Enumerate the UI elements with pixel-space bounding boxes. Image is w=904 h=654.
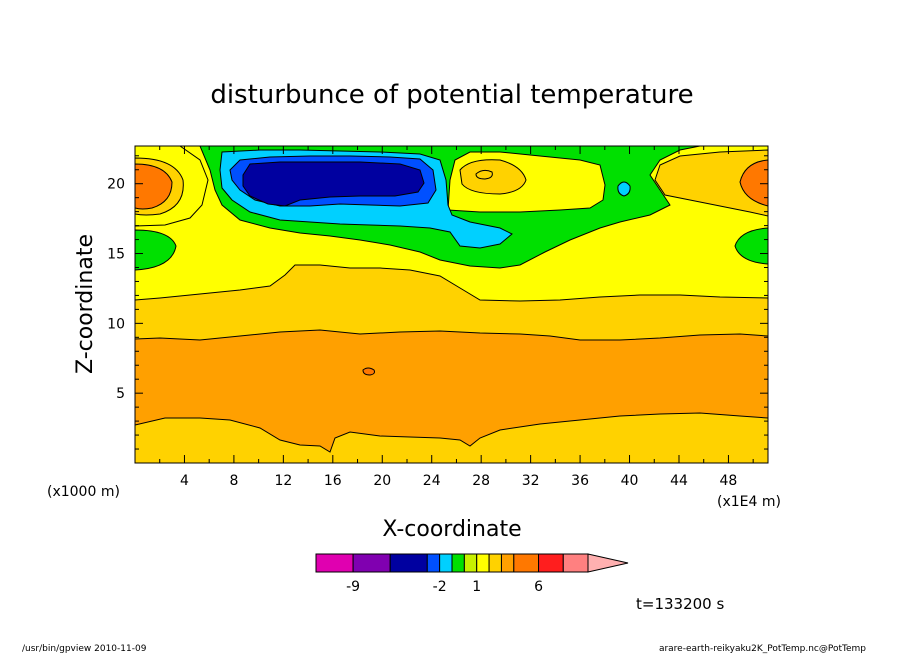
x-unit-left: (x1000 m) <box>47 484 120 500</box>
footer-right: arare-earth-reikyaku2K_PotTemp.nc@PotTem… <box>659 644 866 654</box>
x-unit-right: (x1E4 m) <box>717 494 781 510</box>
colorbar-swatch <box>439 553 453 573</box>
contour-ring-small <box>475 169 493 180</box>
footer-left: /usr/bin/gpview 2010-11-09 <box>22 644 147 654</box>
region-orange-left <box>135 163 173 210</box>
colorbar-swatch <box>476 553 490 573</box>
region-cyan-small <box>617 181 631 197</box>
colorbar-swatch <box>488 553 502 573</box>
colorbar-swatch <box>538 553 564 573</box>
x-tick-label: 16 <box>324 473 342 489</box>
x-tick-label: 12 <box>274 473 292 489</box>
y-tick-label: 15 <box>107 247 125 263</box>
colorbar-swatch <box>352 553 391 573</box>
colorbar-swatch <box>315 553 354 573</box>
x-tick-label: 20 <box>373 473 391 489</box>
band-orange <box>135 329 768 453</box>
colorbar-swatch <box>389 553 428 573</box>
colorbar-label: -9 <box>346 579 360 595</box>
region-navy <box>242 161 425 207</box>
x-tick-label: 48 <box>720 473 738 489</box>
colorbar: -9 -2 1 6 <box>315 553 629 595</box>
y-tick-label: 5 <box>116 386 125 402</box>
contour-blob-small <box>362 367 375 376</box>
colorbar-swatch <box>500 553 515 573</box>
x-tick-label: 4 <box>180 473 189 489</box>
colorbar-swatch <box>513 553 540 573</box>
x-axis-label: X-coordinate <box>382 517 521 542</box>
region-amber-right <box>654 149 768 217</box>
x-axis: 4 8 12 16 20 24 28 32 36 40 44 48 <box>159 146 754 489</box>
colorbar-label: 1 <box>472 579 481 595</box>
x-tick-label: 32 <box>522 473 540 489</box>
x-tick-label: 40 <box>621 473 639 489</box>
colorbar-label: 6 <box>534 579 543 595</box>
x-tick-label: 8 <box>229 473 238 489</box>
y-axis: 5 10 15 20 <box>107 155 768 450</box>
y-axis-label: Z-coordinate <box>73 234 98 374</box>
y-tick-label: 20 <box>107 177 125 193</box>
colorbar-swatch <box>463 553 478 573</box>
x-tick-label: 28 <box>472 473 490 489</box>
x-tick-label: 36 <box>571 473 589 489</box>
colorbar-swatch <box>451 553 465 573</box>
region-amber-right-small <box>459 159 527 195</box>
colorbar-arrow <box>587 553 629 573</box>
colorbar-label: -2 <box>433 579 447 595</box>
time-label: t=133200 s <box>636 595 724 613</box>
x-tick-label: 24 <box>423 473 441 489</box>
colorbar-swatch <box>426 553 441 573</box>
plot-area <box>135 146 768 463</box>
plot-frame <box>134 145 769 464</box>
region-green-left <box>135 229 177 271</box>
region-orange-right <box>739 159 768 207</box>
chart-title: disturbunce of potential temperature <box>210 80 693 110</box>
x-tick-label: 44 <box>670 473 688 489</box>
colorbar-swatch <box>562 553 589 573</box>
y-tick-label: 10 <box>107 316 125 332</box>
region-green-right <box>734 227 768 265</box>
